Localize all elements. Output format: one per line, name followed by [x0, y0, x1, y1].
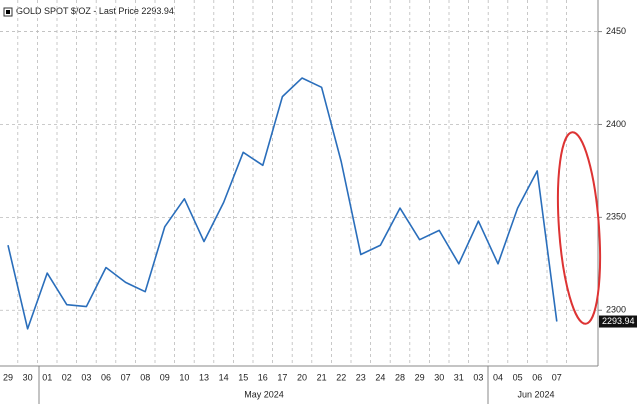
x-tick-label: 06 [101, 372, 111, 382]
x-tick-label: 01 [42, 372, 52, 382]
legend-icon-inner [6, 10, 10, 14]
x-tick-label: 07 [552, 372, 562, 382]
price-line [7, 77, 558, 330]
x-tick-label: 31 [454, 372, 464, 382]
x-tick-label: 21 [317, 372, 327, 382]
y-tick-label: 2400 [606, 119, 626, 129]
legend-name: GOLD SPOT $/OZ - Last Price [16, 6, 139, 16]
x-tick-label: 29 [3, 372, 13, 382]
last-price-label: 2293.94 [602, 316, 635, 326]
x-tick-label: 15 [238, 372, 248, 382]
x-tick-label: 04 [493, 372, 503, 382]
month-label: Jun 2024 [517, 389, 554, 399]
x-tick-label: 22 [336, 372, 346, 382]
legend-text: GOLD SPOT $/OZ - Last Price 2293.94 [16, 6, 174, 16]
x-tick-label: 02 [62, 372, 72, 382]
y-tick-label: 2350 [606, 212, 626, 222]
x-tick-label: 05 [513, 372, 523, 382]
x-tick-label: 29 [415, 372, 425, 382]
x-tick-label: 03 [81, 372, 91, 382]
x-tick-label: 24 [375, 372, 385, 382]
x-tick-label: 09 [160, 372, 170, 382]
x-tick-label: 30 [23, 372, 33, 382]
x-tick-label: 07 [121, 372, 131, 382]
month-label: May 2024 [244, 389, 284, 399]
x-tick-label: 03 [473, 372, 483, 382]
x-tick-label: 14 [219, 372, 229, 382]
x-tick-label: 28 [395, 372, 405, 382]
x-tick-label: 13 [199, 372, 209, 382]
x-tick-label: 16 [258, 372, 268, 382]
x-tick-label: 20 [297, 372, 307, 382]
x-tick-label: 17 [277, 372, 287, 382]
y-tick-label: 2300 [606, 305, 626, 315]
x-tick-label: 10 [179, 372, 189, 382]
legend-last-price: 2293.94 [141, 6, 174, 16]
y-tick-label: 2450 [606, 26, 626, 36]
highlight-ellipse [556, 131, 602, 325]
x-tick-label: 08 [140, 372, 150, 382]
last-price-tag [599, 315, 637, 328]
x-tick-label: 30 [434, 372, 444, 382]
x-tick-label: 06 [532, 372, 542, 382]
x-tick-label: 23 [356, 372, 366, 382]
